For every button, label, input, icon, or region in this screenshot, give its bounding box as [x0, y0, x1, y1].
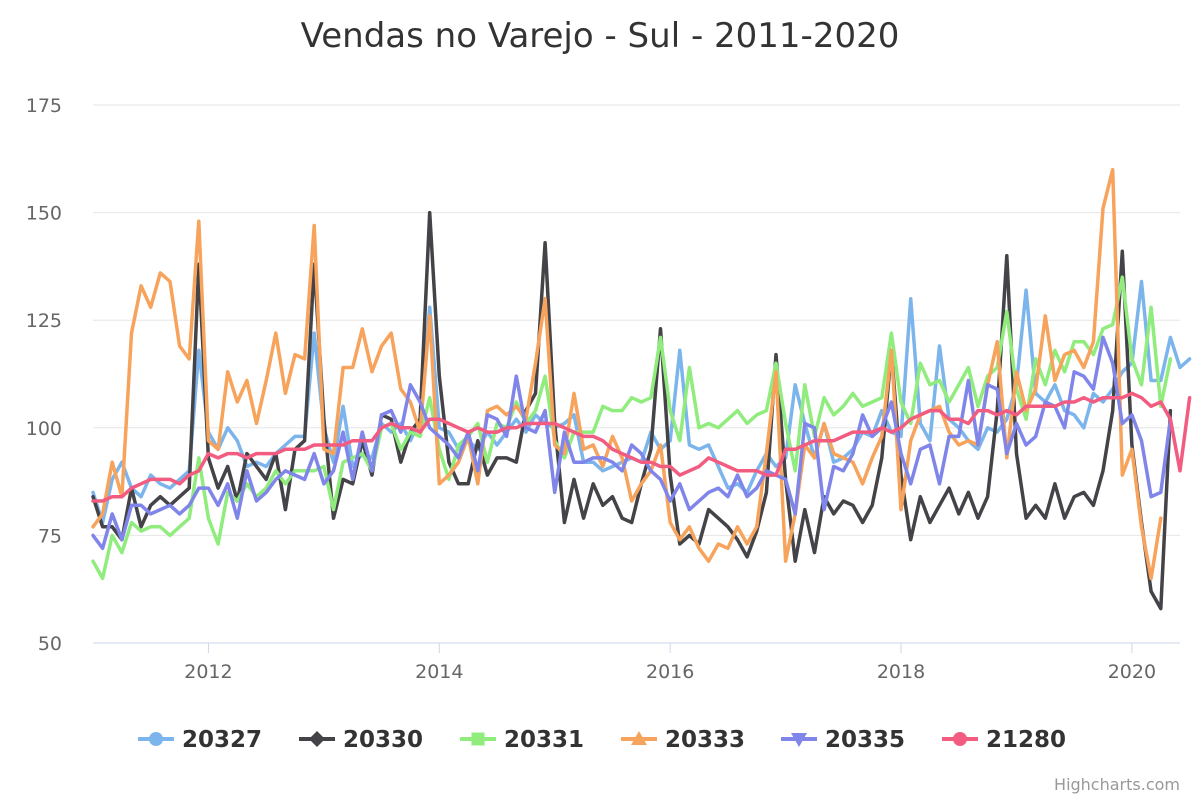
legend-label-20330: 20330 — [343, 727, 423, 753]
legend-label-20331: 20331 — [504, 727, 584, 753]
series-line-20335 — [91, 335, 1173, 551]
series-group — [91, 167, 1192, 611]
x-tick-label-2020: 2020 — [1108, 661, 1156, 683]
series-line-20330 — [91, 210, 1173, 611]
y-axis: 50 75 100 125 150 175 — [26, 95, 62, 655]
credits-link[interactable]: Highcharts.com — [1054, 775, 1180, 794]
legend-item-20330[interactable]: 20330 — [299, 727, 423, 753]
x-tick-label-2014: 2014 — [415, 661, 463, 683]
legend-item-20331[interactable]: 20331 — [460, 727, 584, 753]
legend-marker-20327 — [149, 732, 163, 746]
y-tick-label-125: 125 — [26, 310, 62, 332]
legend-label-20333: 20333 — [665, 727, 745, 753]
x-tick-label-2016: 2016 — [646, 661, 694, 683]
chart-title: Vendas no Varejo - Sul - 2011-2020 — [301, 16, 900, 56]
x-tick-label-2018: 2018 — [877, 661, 925, 683]
legend-marker-20330 — [309, 731, 325, 747]
x-axis: 2012 2014 2016 2018 2020 — [184, 643, 1156, 683]
y-tick-label-75: 75 — [38, 525, 62, 547]
legend-marker-20333 — [631, 731, 647, 745]
y-tick-label-150: 150 — [26, 203, 62, 225]
legend: 20327 20330 20331 20333 20335 21280 — [138, 727, 1066, 753]
legend-label-21280: 21280 — [986, 727, 1066, 753]
y-tick-label-100: 100 — [26, 418, 62, 440]
legend-marker-21280 — [953, 732, 967, 746]
legend-item-20327[interactable]: 20327 — [138, 727, 262, 753]
legend-label-20335: 20335 — [825, 727, 905, 753]
legend-item-20333[interactable]: 20333 — [621, 727, 745, 753]
y-tick-label-50: 50 — [38, 633, 62, 655]
legend-item-21280[interactable]: 21280 — [942, 727, 1066, 753]
x-tick-label-2012: 2012 — [184, 661, 232, 683]
y-tick-label-175: 175 — [26, 95, 62, 117]
legend-label-20327: 20327 — [182, 727, 262, 753]
legend-marker-20335 — [791, 733, 807, 747]
legend-item-20335[interactable]: 20335 — [781, 727, 905, 753]
series-line-21280 — [91, 391, 1192, 503]
grid-lines — [93, 104, 1180, 644]
legend-marker-20331 — [471, 732, 485, 746]
